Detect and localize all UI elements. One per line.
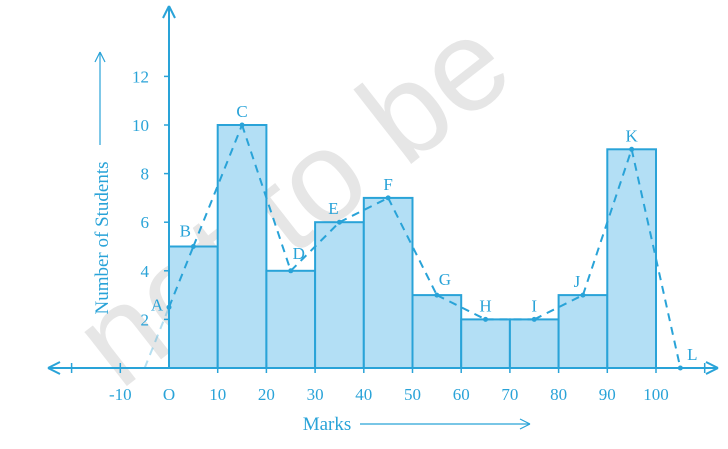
histogram-bar-50-60 xyxy=(411,294,463,370)
polygon-point-H xyxy=(483,316,489,322)
x-tick-label-6: 50 xyxy=(404,385,421,404)
polygon-segment-5 xyxy=(339,197,389,224)
polygon-point-D xyxy=(288,268,294,274)
histogram-bar-80-90 xyxy=(557,294,609,370)
x-tick-label-5: 40 xyxy=(355,385,372,404)
polygon-point-label-J: J xyxy=(574,272,581,291)
histogram-bar-30-40 xyxy=(314,221,365,369)
x-tick-label-2: 10 xyxy=(209,385,226,404)
polygon-point-label-L: L xyxy=(687,345,697,364)
x-axis-left-arrow xyxy=(47,361,61,375)
polygon-segment-3 xyxy=(241,124,292,272)
y-tick-label-4: 4 xyxy=(141,262,150,281)
polygon-point-label-D: D xyxy=(293,244,305,263)
polygon-segment-7 xyxy=(436,294,486,321)
x-tick-label-9: 80 xyxy=(550,385,567,404)
frequency-polygon-layer xyxy=(143,122,683,371)
polygon-point-B xyxy=(190,244,196,249)
x-tick-label-8: 70 xyxy=(501,385,518,404)
y-axis-label: Number of Students xyxy=(92,161,113,314)
polygon-point-label-E: E xyxy=(328,199,338,218)
x-tick-label-11: 100 xyxy=(643,385,669,404)
polygon-point-C xyxy=(239,122,245,128)
y-label-direction-arrow xyxy=(94,51,106,63)
histogram-bar-10-20 xyxy=(216,124,268,369)
x-tick-label-7: 60 xyxy=(453,385,470,404)
labels-layer: -10 O 10 20 30 40 50 60 70 80 90 100 2 4 6 8 10 12 A B C D E F G… xyxy=(109,67,698,404)
polygon-point-label-I: I xyxy=(531,296,537,315)
polygon-point-I xyxy=(531,316,537,322)
polygon-point-label-K: K xyxy=(626,126,639,145)
polygon-point-J xyxy=(580,292,586,298)
y-tick-label-6: 6 xyxy=(141,213,150,232)
polygon-point-label-C: C xyxy=(236,102,247,121)
x-tick-label-1: O xyxy=(163,385,175,404)
histogram-bar-70-80 xyxy=(508,318,560,369)
y-tick-label-2: 2 xyxy=(141,310,150,329)
polygon-point-E xyxy=(336,219,342,225)
polygon-segment-2 xyxy=(192,124,243,247)
y-tick-label-10: 10 xyxy=(132,116,149,135)
axes-layer xyxy=(47,5,719,430)
x-axis-right-arrow xyxy=(705,361,719,375)
x-tick-label-3: 20 xyxy=(258,385,275,404)
histogram-bar-90-100 xyxy=(606,148,657,369)
y-tick-label-12: 12 xyxy=(132,67,149,86)
histogram-bar-40-50 xyxy=(362,196,414,369)
polygon-segment-9 xyxy=(533,294,584,321)
polygon-segment-11 xyxy=(630,149,682,369)
polygon-segment-1 xyxy=(168,246,195,308)
polygon-segment-10 xyxy=(582,148,633,296)
x-tick-label-4: 30 xyxy=(307,385,324,404)
polygon-segment-0 xyxy=(143,306,170,369)
histogram-bar-60-70 xyxy=(460,318,511,369)
polygon-segment-4 xyxy=(290,221,341,272)
x-tick-label-0: -10 xyxy=(109,385,132,404)
polygon-point-label-G: G xyxy=(439,270,451,289)
polygon-point-G xyxy=(434,292,440,298)
polygon-point-label-A: A xyxy=(151,295,164,314)
histogram-bar-20-30 xyxy=(265,269,317,369)
bars-layer xyxy=(168,124,657,370)
x-tick-label-10: 90 xyxy=(599,385,616,404)
polygon-point-label-F: F xyxy=(383,175,392,194)
polygon-point-label-H: H xyxy=(479,296,491,315)
y-tick-label-8: 8 xyxy=(141,165,150,184)
polygon-point-label-B: B xyxy=(180,222,191,241)
polygon-segment-6 xyxy=(387,197,438,296)
x-axis-label: Marks xyxy=(303,414,352,435)
y-axis-arrow xyxy=(162,5,176,19)
x-label-direction-arrow xyxy=(519,418,531,430)
histogram-bar-0-10 xyxy=(168,245,219,369)
polygon-point-K xyxy=(629,146,635,152)
polygon-point-F xyxy=(385,195,391,201)
